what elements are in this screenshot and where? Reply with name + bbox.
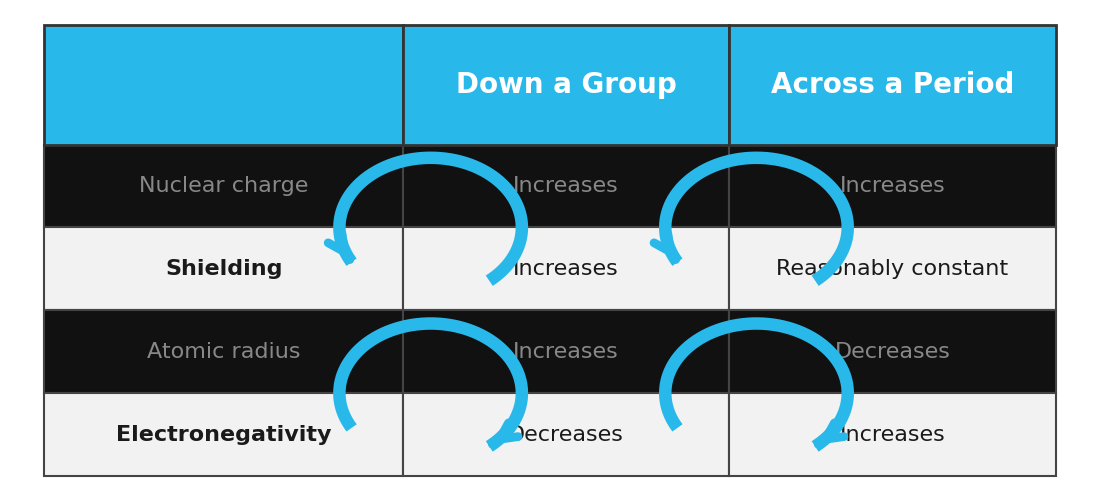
Text: Reasonably constant: Reasonably constant <box>777 259 1009 279</box>
Bar <box>404 227 729 310</box>
Text: Increases: Increases <box>839 176 945 196</box>
Text: Increases: Increases <box>514 259 619 279</box>
Bar <box>404 310 729 393</box>
Text: Increases: Increases <box>839 424 945 444</box>
Bar <box>44 145 404 227</box>
Bar <box>729 310 1056 393</box>
Text: Atomic radius: Atomic radius <box>147 342 300 362</box>
Text: Decreases: Decreases <box>508 424 624 444</box>
Bar <box>404 25 729 145</box>
Bar <box>729 25 1056 145</box>
Bar <box>729 393 1056 476</box>
Bar <box>44 310 404 393</box>
Text: Increases: Increases <box>514 176 619 196</box>
Bar <box>404 145 729 227</box>
Text: Decreases: Decreases <box>835 342 950 362</box>
Text: Electronegativity: Electronegativity <box>116 424 331 444</box>
Text: Increases: Increases <box>514 342 619 362</box>
Bar <box>44 25 404 145</box>
Bar <box>44 393 404 476</box>
Bar <box>44 227 404 310</box>
Bar <box>729 227 1056 310</box>
Text: Shielding: Shielding <box>165 259 283 279</box>
Bar <box>729 145 1056 227</box>
Text: Across a Period: Across a Period <box>771 71 1014 99</box>
Text: Down a Group: Down a Group <box>455 71 676 99</box>
Text: Nuclear charge: Nuclear charge <box>139 176 308 196</box>
Bar <box>404 393 729 476</box>
